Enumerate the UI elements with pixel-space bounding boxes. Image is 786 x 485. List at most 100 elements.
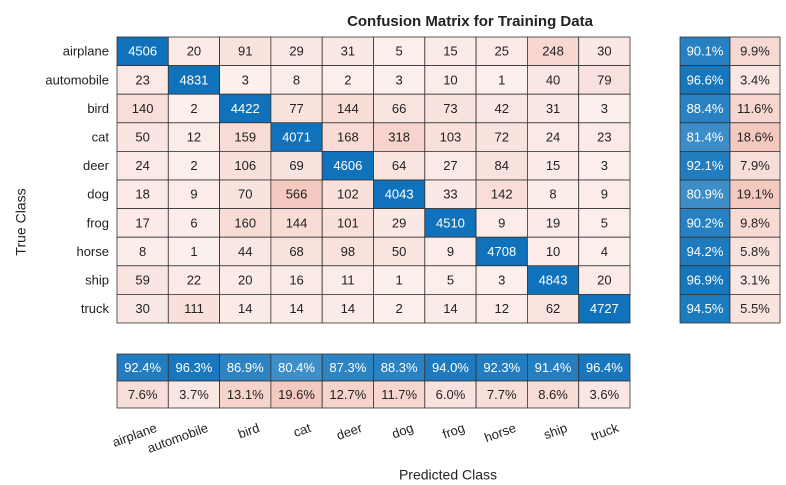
- column-summary-label: 11.7%: [381, 387, 417, 402]
- cell-label: 27: [443, 158, 457, 173]
- cell-label: 73: [443, 101, 457, 116]
- matrix-cell: [270, 293, 323, 324]
- y-axis-label: True Class: [13, 188, 29, 255]
- cell-label: 42: [495, 101, 509, 116]
- column-summary-cell: [219, 380, 272, 409]
- cell-label: 29: [392, 215, 406, 230]
- cell-label: 50: [392, 244, 406, 259]
- row-summary-label: 90.2%: [687, 215, 724, 230]
- cell-label: 1: [190, 244, 197, 259]
- matrix-cell: [116, 208, 169, 238]
- cell-label: 2: [396, 301, 403, 316]
- matrix-cell: [116, 36, 169, 67]
- matrix-cell: [373, 150, 426, 181]
- matrix-cell: [527, 122, 580, 152]
- cell-label: 24: [546, 130, 560, 145]
- cell-label: 3: [601, 158, 608, 173]
- cell-label: 64: [392, 158, 406, 173]
- column-summary-label: 88.3%: [381, 360, 418, 375]
- cell-label: 101: [337, 215, 359, 230]
- cell-label: 3: [396, 72, 403, 87]
- matrix-cell: [167, 93, 221, 124]
- cell-label: 3: [242, 72, 249, 87]
- matrix-cell: [116, 93, 169, 124]
- row-summary-label: 9.8%: [740, 215, 770, 230]
- matrix-cell: [270, 236, 323, 267]
- matrix-cell: [424, 93, 477, 124]
- matrix-cell: [321, 236, 374, 267]
- column-summary-cell: [373, 353, 426, 382]
- matrix-cell: [321, 150, 374, 181]
- column-summary-label: 96.3%: [176, 360, 213, 375]
- column-summary-label: 96.4%: [586, 360, 623, 375]
- matrix-cell: [219, 265, 272, 295]
- cell-label: 159: [234, 130, 256, 145]
- column-summary-cell: [527, 353, 580, 382]
- cell-label: 91: [238, 44, 252, 59]
- matrix-cell: [527, 236, 580, 267]
- cell-label: 14: [443, 301, 457, 316]
- row-summary-label: 18.6%: [737, 130, 774, 145]
- matrix-cell: [527, 150, 580, 181]
- cell-label: 10: [443, 72, 457, 87]
- cell-label: 22: [187, 273, 201, 288]
- cell-label: 9: [190, 187, 197, 202]
- matrix-cell: [527, 65, 580, 95]
- cell-label: 23: [135, 72, 149, 87]
- matrix-cell: [578, 265, 631, 295]
- matrix-cell: [475, 36, 528, 67]
- y-tick-label: airplane: [63, 44, 109, 59]
- matrix-cell: [527, 208, 580, 238]
- cell-label: 566: [286, 187, 308, 202]
- matrix-cell: [527, 179, 580, 210]
- cell-label: 31: [341, 44, 355, 59]
- cell-label: 20: [597, 273, 611, 288]
- cell-label: 62: [546, 301, 560, 316]
- cell-label: 9: [447, 244, 454, 259]
- cell-label: 15: [443, 44, 457, 59]
- column-summary-cell: [116, 380, 169, 409]
- cell-label: 3: [601, 101, 608, 116]
- column-summary-label: 94.0%: [432, 360, 469, 375]
- cell-label: 4043: [385, 187, 414, 202]
- cell-label: 24: [135, 158, 149, 173]
- cell-label: 15: [546, 158, 560, 173]
- cell-label: 11: [341, 273, 355, 288]
- column-summary-cell: [373, 380, 426, 409]
- y-tick-label: truck: [81, 301, 110, 316]
- matrix-cell: [373, 36, 426, 67]
- cell-label: 2: [190, 158, 197, 173]
- y-tick-label: bird: [87, 101, 109, 116]
- matrix-cell: [475, 265, 528, 295]
- row-summary-cell: [729, 93, 781, 124]
- matrix-cell: [373, 65, 426, 95]
- column-summary-label: 91.4%: [535, 360, 572, 375]
- matrix-cell: [475, 208, 528, 238]
- cell-label: 68: [289, 244, 303, 259]
- cell-label: 4843: [539, 273, 568, 288]
- matrix-cell: [578, 93, 631, 124]
- matrix-cell: [578, 208, 631, 238]
- column-summary-cell: [321, 380, 374, 409]
- matrix-cell: [373, 293, 426, 324]
- cell-label: 19: [546, 215, 560, 230]
- cell-label: 84: [495, 158, 509, 173]
- cell-label: 4510: [436, 215, 465, 230]
- matrix-cell: [373, 179, 426, 210]
- row-summary-label: 92.1%: [687, 158, 724, 173]
- y-tick-label: automobile: [45, 72, 109, 87]
- cell-label: 14: [238, 301, 252, 316]
- matrix-cell: [167, 236, 221, 267]
- cell-label: 3: [498, 273, 505, 288]
- column-summary-cell: [219, 353, 272, 382]
- cell-label: 70: [238, 187, 252, 202]
- column-summary-label: 86.9%: [227, 360, 264, 375]
- cell-label: 102: [337, 187, 359, 202]
- cell-label: 140: [132, 101, 154, 116]
- matrix-cell: [321, 179, 374, 210]
- column-summary-label: 87.3%: [329, 360, 366, 375]
- column-summary-label: 7.7%: [487, 387, 517, 402]
- matrix-cell: [475, 293, 528, 324]
- row-summary-label: 80.9%: [687, 187, 724, 202]
- cell-label: 4: [601, 244, 608, 259]
